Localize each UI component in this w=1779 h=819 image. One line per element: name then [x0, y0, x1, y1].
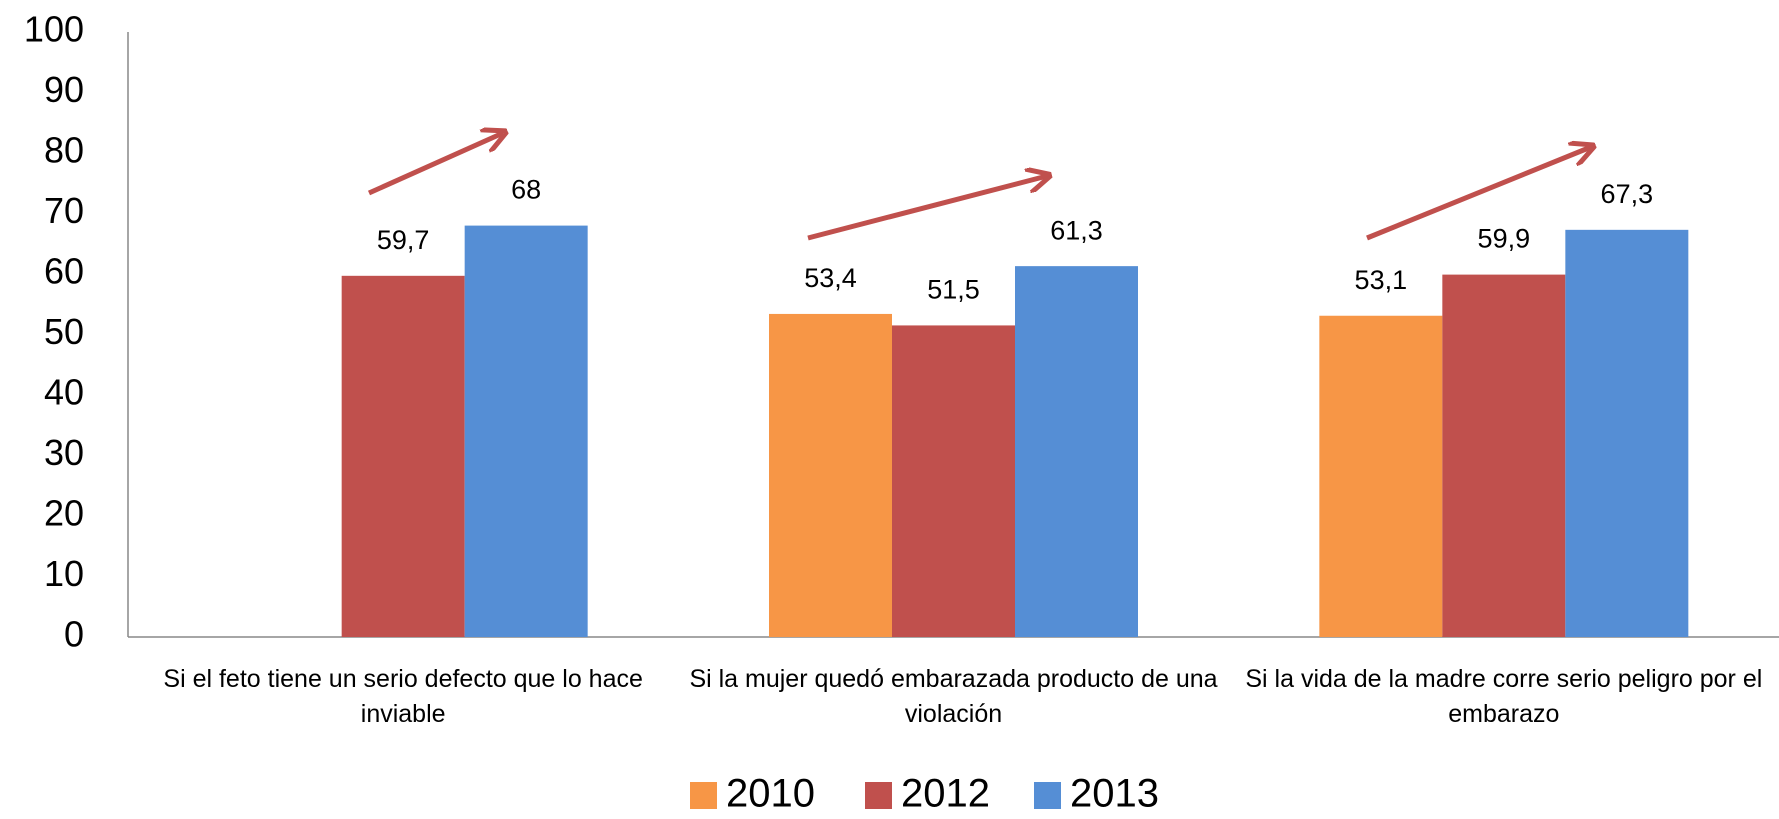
data-label: 51,5	[927, 275, 980, 305]
y-tick-label: 70	[44, 190, 84, 231]
data-label: 59,9	[1478, 224, 1531, 254]
bar	[1565, 229, 1689, 637]
bar	[1015, 266, 1138, 637]
y-tick-label: 50	[44, 311, 84, 352]
legend-label: 2013	[1070, 772, 1159, 816]
legend-swatch	[1034, 782, 1061, 809]
y-tick-label: 0	[64, 614, 84, 655]
data-label: 53,1	[1355, 265, 1408, 295]
trend-arrow	[367, 133, 503, 196]
legend-swatch	[865, 782, 892, 809]
bar	[892, 325, 1015, 637]
bar	[769, 313, 892, 637]
x-tick-label: Si la vida de la madre corre serio pelig…	[1245, 665, 1763, 728]
bar	[464, 225, 588, 637]
legend-label: 2010	[726, 772, 815, 816]
data-label: 68	[511, 175, 541, 205]
legend-label: 2012	[901, 772, 990, 816]
y-tick-label: 60	[44, 251, 84, 292]
data-label: 59,7	[377, 225, 430, 255]
y-tick-label: 30	[44, 432, 84, 473]
bar	[1319, 315, 1443, 637]
y-tick-label: 80	[44, 130, 84, 171]
data-label: 61,3	[1050, 215, 1103, 245]
y-tick-label: 90	[44, 69, 84, 110]
data-label: 53,4	[804, 263, 857, 293]
x-tick-label: Si el feto tiene un serio defecto que lo…	[163, 665, 643, 728]
bar	[1442, 274, 1566, 637]
legend-swatch	[690, 782, 717, 809]
trend-arrow	[807, 176, 1047, 241]
y-tick-label: 100	[24, 9, 84, 50]
data-label: 67,3	[1601, 179, 1654, 209]
y-tick-label: 40	[44, 372, 84, 413]
y-tick-label: 20	[44, 493, 84, 534]
y-tick-label: 10	[44, 553, 84, 594]
bar	[341, 275, 465, 637]
trend-arrow	[1366, 147, 1591, 241]
x-tick-label: Si la mujer quedó embarazada producto de…	[689, 665, 1218, 728]
